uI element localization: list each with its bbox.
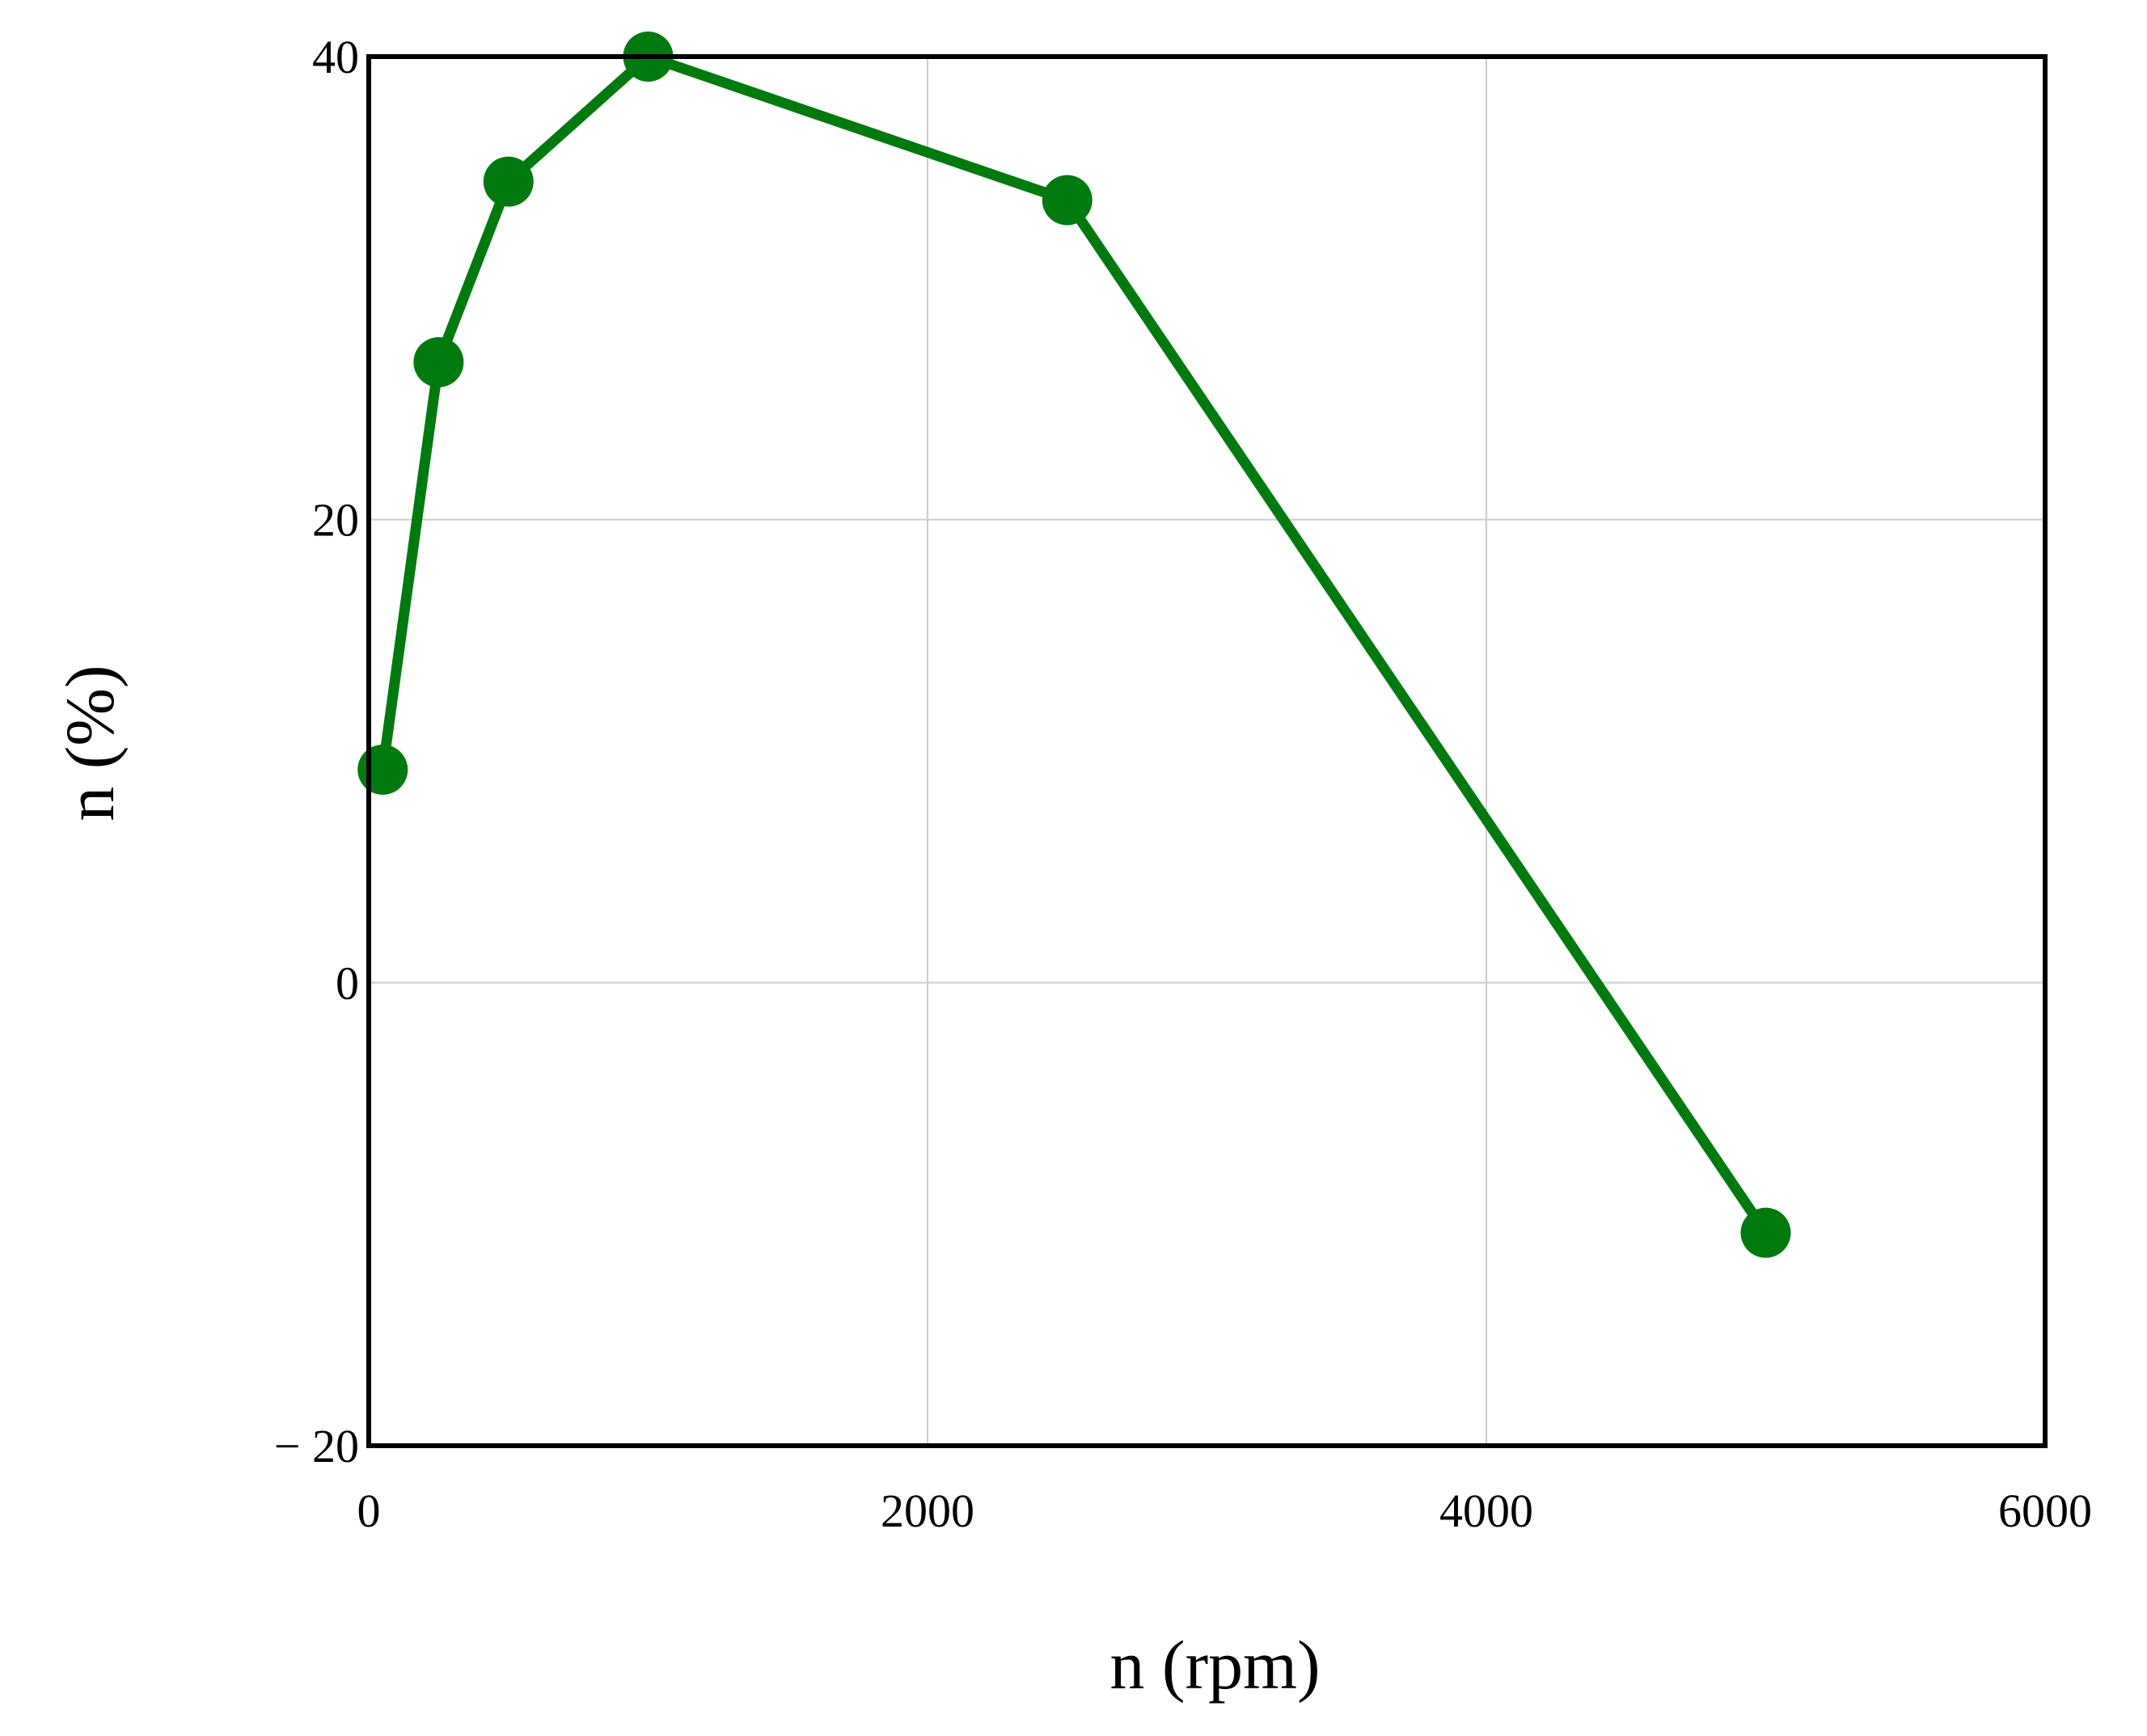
y-axis-title: n (%): [51, 665, 129, 821]
plot-frame: [366, 54, 2048, 1448]
series-layer: [357, 32, 1791, 1258]
grid-layer: [369, 57, 2045, 1446]
x-tick-label: 0: [357, 1485, 381, 1537]
y-tick-label: 20: [312, 494, 359, 547]
data-point: [1042, 175, 1093, 226]
data-point: [413, 336, 464, 387]
y-tick-label: 0: [336, 957, 359, 1009]
data-point: [357, 744, 408, 795]
y-tick-labels: − 20 0 20 40: [274, 31, 359, 1472]
x-tick-labels: 0 2000 4000 6000: [357, 1485, 2093, 1537]
x-axis-title: n (rpm): [1109, 1626, 1320, 1704]
series-line-0: [377, 51, 1771, 1239]
x-tick-label: 4000: [1439, 1485, 1533, 1537]
data-point: [1740, 1207, 1791, 1258]
x-tick-label: 6000: [1998, 1485, 2092, 1537]
y-tick-label: − 20: [274, 1420, 359, 1472]
y-tick-label: 40: [312, 31, 359, 83]
data-point: [483, 156, 534, 207]
x-tick-label: 2000: [881, 1485, 974, 1537]
